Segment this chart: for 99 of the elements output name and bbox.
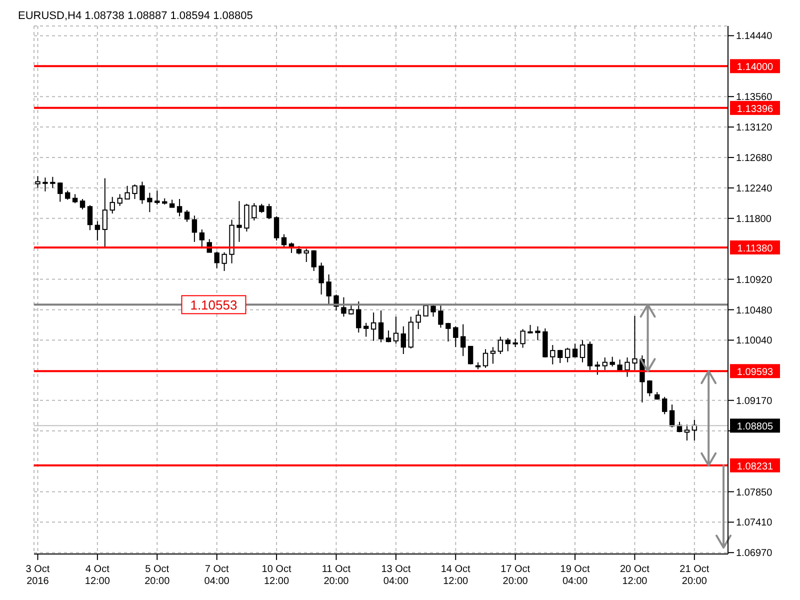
ref-line-label: 1.09593	[736, 367, 774, 378]
candlestick	[378, 310, 384, 343]
x-tick-label: 5 Oct 20:00	[144, 564, 170, 587]
candlestick	[460, 324, 466, 357]
x-tick-label: 20 Oct 12:00	[620, 564, 650, 587]
candlestick	[356, 300, 362, 334]
x-tick-label: 19 Oct 04:00	[560, 564, 590, 587]
candlestick	[117, 194, 122, 206]
candlestick	[147, 192, 152, 213]
candlestick	[684, 424, 690, 442]
ref-line-label: 1.13396	[736, 104, 774, 115]
y-tick-label: 1.12680	[736, 153, 773, 164]
candlestick	[214, 251, 220, 269]
candlestick	[94, 220, 100, 242]
candlestick	[281, 234, 287, 249]
candlestick	[550, 344, 556, 365]
candlestick	[42, 177, 48, 192]
candlestick	[520, 328, 526, 348]
candlestick	[624, 356, 630, 378]
y-tick-label: 1.09170	[736, 396, 773, 407]
candlestick	[370, 312, 376, 342]
candlestick	[490, 346, 496, 364]
candlestick	[498, 336, 504, 355]
y-tick-label: 1.10920	[736, 274, 773, 286]
candlestick	[363, 322, 369, 338]
y-tick-label: 1.14440	[736, 31, 773, 42]
candlestick	[564, 347, 570, 363]
candlestick	[58, 182, 63, 202]
candlestick	[140, 181, 145, 204]
ref-line-label: 1.11380	[737, 243, 774, 254]
candlestick	[647, 380, 652, 397]
candlestick	[446, 322, 451, 342]
candlestick	[274, 216, 280, 242]
candlestick	[102, 178, 108, 249]
candlestick	[602, 356, 608, 370]
x-tick-label: 4 Oct 12:00	[84, 564, 110, 587]
candlestick	[662, 396, 668, 415]
annotation: 1.10553	[190, 298, 238, 313]
ref-line-label: 1.08231	[736, 461, 774, 472]
candlestick	[430, 304, 436, 318]
candlestick	[669, 404, 675, 428]
candlestick	[192, 215, 198, 242]
candlestick	[482, 348, 488, 368]
candlestick	[587, 341, 593, 370]
candlestick	[416, 310, 421, 330]
candlestick	[326, 274, 332, 305]
x-tick-label: 17 Oct 20:00	[500, 564, 530, 587]
candlestick	[468, 346, 474, 365]
candlestick	[572, 343, 578, 358]
x-tick-label: 11 Oct 20:00	[322, 564, 351, 587]
candlestick	[400, 326, 406, 355]
x-tick-label: 7 Oct 04:00	[204, 564, 230, 587]
candlestick	[110, 196, 115, 214]
ref-line-label: 1.14000	[736, 62, 774, 74]
candlestick	[266, 203, 272, 220]
x-tick-label: 3 Oct 2016	[26, 564, 50, 587]
y-tick-label: 1.10040	[736, 336, 773, 347]
candlestick	[184, 210, 190, 222]
candlestick	[535, 326, 540, 341]
x-tick-label: 10 Oct 12:00	[262, 564, 292, 587]
candlestick	[244, 203, 250, 232]
candlestick	[341, 296, 346, 318]
candlestick	[35, 176, 40, 188]
y-tick-label: 1.10480	[736, 305, 773, 316]
x-tick-label: 14 Oct 12:00	[440, 564, 471, 587]
candlestick	[632, 315, 638, 370]
candlestick	[304, 248, 309, 262]
candlestick	[438, 305, 444, 328]
candlestick	[580, 340, 586, 363]
y-tick-label: 1.13120	[736, 122, 773, 134]
candlestick	[50, 176, 56, 188]
candlestick	[610, 356, 615, 367]
candlestick	[87, 204, 93, 231]
y-tick-label: 1.11800	[736, 214, 772, 225]
candlestick	[558, 349, 563, 364]
candlestick	[505, 338, 510, 352]
candlestick	[311, 250, 316, 272]
candlestick	[453, 326, 458, 348]
y-tick-label: 1.13560	[736, 92, 773, 104]
chart-title: EURUSD,H4 1.08738 1.08887 1.08594 1.08805	[18, 10, 253, 22]
x-tick-label: 13 Oct 04:00	[381, 564, 411, 587]
y-tick-label: 1.07850	[736, 487, 773, 498]
candlestick	[176, 198, 182, 217]
candlestick	[199, 228, 205, 248]
candlestick	[252, 202, 257, 221]
candlestick	[236, 200, 242, 242]
ref-line-label: 1.08805	[736, 422, 774, 433]
candlestick	[80, 198, 86, 210]
x-tick-label: 21 Oct 20:00	[680, 564, 710, 587]
candlestick	[318, 262, 324, 295]
candlestick	[222, 252, 227, 272]
y-tick-label: 1.12240	[736, 183, 773, 194]
candlestick	[154, 190, 160, 206]
candlestick	[132, 184, 138, 200]
candlestick	[393, 316, 399, 344]
y-tick-label: 1.06970	[736, 548, 773, 560]
y-tick-label: 1.07410	[736, 518, 773, 529]
candlestick	[124, 185, 130, 200]
candlestick	[594, 361, 600, 376]
